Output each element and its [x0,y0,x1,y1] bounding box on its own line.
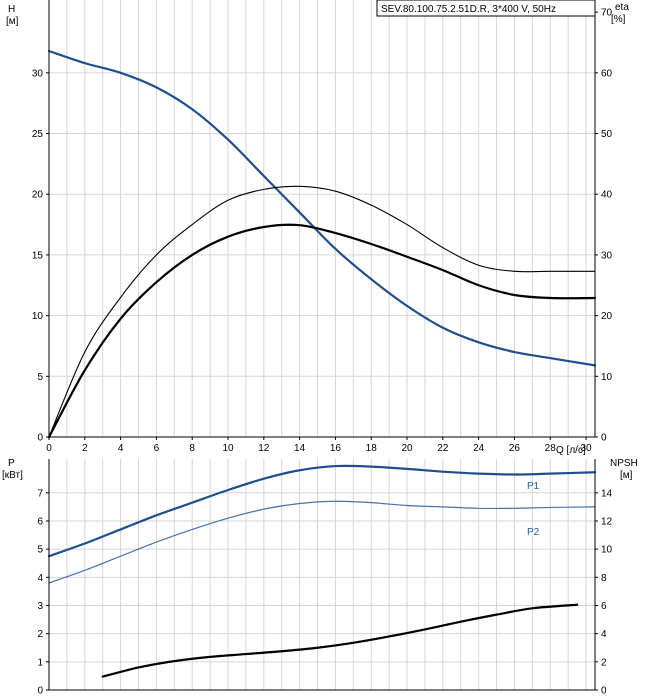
left-axis-tick-label: 3 [37,601,43,612]
x-axis-tick-label: 24 [473,443,485,454]
bottom-right-ticks: 0 2 4 6 8 10 12 14 [595,488,613,697]
bottom-left-axis-label-line1: P [8,458,15,469]
series-label-p1: P1 [527,481,540,492]
top-left-axis-label-line2: [м] [6,16,19,27]
x-axis-tick-label: 26 [509,443,521,454]
left-axis-tick-label: 15 [32,250,44,261]
series-p2-curve [48,500,596,584]
bottom-right-axis-label-line1: NPSH [610,458,638,469]
bottom-right-axis-label-line2: [м] [620,470,633,481]
series-efficiency-curve-2 [47,223,597,439]
right-axis-tick-label: 10 [601,372,613,383]
series-head-curve [47,49,597,367]
left-axis-tick-label: 6 [37,516,43,527]
left-axis-tick-label: 4 [37,573,43,584]
x-axis-tick-label: 12 [258,443,270,454]
left-axis-tick-label: 2 [37,629,43,640]
x-axis-tick-label: 22 [437,443,449,454]
x-axis-tick-label: 18 [366,443,378,454]
left-axis-tick-label: 5 [37,545,43,556]
x-axis-tick-label: 8 [189,443,195,454]
top-axes [48,0,596,438]
right-axis-tick-label: 30 [601,250,613,261]
right-axis-tick-label: 14 [601,488,613,499]
bottom-left-axis-label-line2: [кВт] [2,470,23,481]
right-axis-tick-label: 70 [601,8,613,19]
bottom-left-ticks: 0 1 2 3 4 5 6 7 [37,488,49,697]
right-axis-tick-label: 60 [601,68,613,79]
right-axis-tick-label: 20 [601,311,613,322]
bottom-gridlines [49,459,595,690]
x-axis-tick-label: 14 [294,443,306,454]
right-axis-tick-label: 4 [601,629,607,640]
top-gridlines [49,0,595,437]
left-axis-tick-label: 1 [37,657,43,668]
x-axis-tick-label: 0 [46,443,52,454]
chart-title-box [376,0,596,17]
x-axis-tick-label: 2 [82,443,88,454]
bottom-axes [48,459,596,691]
x-axis-tick-label: 20 [401,443,413,454]
left-axis-tick-label: 25 [32,129,44,140]
left-axis-tick-label: 0 [37,433,43,444]
top-x-ticks: 0 2 4 6 8 10 12 14 16 18 20 22 24 26 28 30 [46,437,592,454]
x-axis-label: Q [л/с] [556,445,586,456]
top-right-ticks: 0 10 20 30 40 50 60 70 [595,8,613,444]
top-series-group [47,49,597,439]
top-right-axis-label-line2: [%] [611,14,626,25]
x-axis-tick-label: 30 [580,443,592,454]
right-axis-tick-label: 2 [601,657,607,668]
left-axis-tick-label: 10 [32,311,44,322]
x-axis-tick-label: 28 [545,443,557,454]
x-axis-tick-label: 16 [330,443,342,454]
left-axis-tick-label: 30 [32,68,44,79]
left-axis-tick-label: 20 [32,190,44,201]
left-axis-tick-label: 5 [37,372,43,383]
right-axis-tick-label: 0 [601,433,607,444]
top-left-ticks: 0 5 10 15 20 25 30 [32,68,49,444]
left-axis-tick-label: 0 [37,686,43,697]
top-left-axis-label-line1: H [8,4,15,15]
right-axis-tick-label: 10 [601,545,613,556]
x-axis-tick-label: 4 [118,443,124,454]
series-efficiency-curve-1 [48,185,596,438]
right-axis-tick-label: 0 [601,686,607,697]
right-axis-tick-label: 12 [601,516,613,527]
left-axis-tick-label: 7 [37,488,43,499]
right-axis-tick-label: 8 [601,573,607,584]
bottom-series-group [47,464,597,678]
series-p1-curve [47,464,597,558]
right-axis-tick-label: 40 [601,190,613,201]
x-axis-tick-label: 10 [222,443,234,454]
right-axis-tick-label: 6 [601,601,607,612]
series-label-p2: P2 [527,527,540,538]
x-axis-tick-label: 6 [154,443,160,454]
top-right-axis-label-line1: eta [615,2,629,13]
chart-title: SEV.80.100.75.2.51D.R, 3*400 V, 50Hz [381,4,556,15]
right-axis-tick-label: 50 [601,129,613,140]
series-npsh-curve [101,603,579,678]
